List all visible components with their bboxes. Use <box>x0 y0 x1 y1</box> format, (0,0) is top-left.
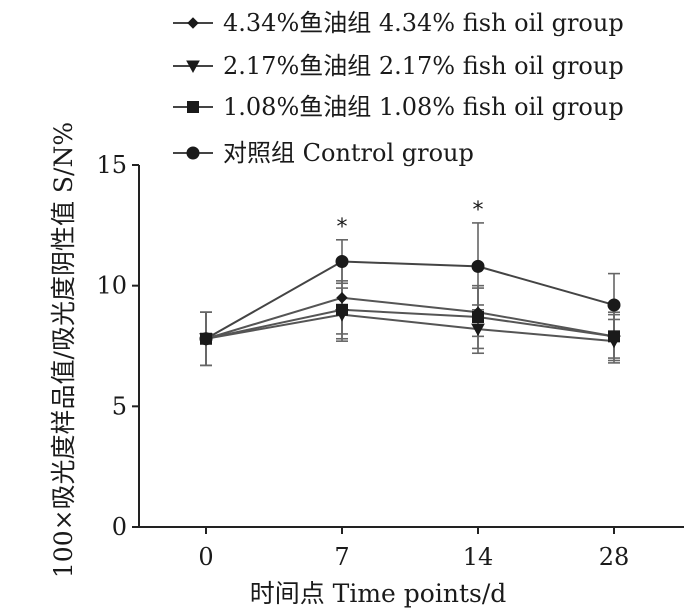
legend-entry: 2.17%鱼油组 2.17% fish oil group <box>173 52 624 80</box>
data-point <box>472 311 484 324</box>
y-axis-title: 100×吸光度样品值/吸光度阴性值 S/N% <box>49 122 78 578</box>
axes <box>138 165 684 528</box>
legend-marker <box>186 60 200 74</box>
data-point <box>336 292 348 304</box>
series-line <box>205 296 615 340</box>
x-axis-title: 时间点 Time points/d <box>250 579 507 608</box>
series-line <box>205 308 615 340</box>
x-tick-label: 7 <box>334 543 349 571</box>
x-tick-label: 14 <box>463 543 494 571</box>
legend-marker <box>186 146 200 160</box>
legend-entry: 4.34%鱼油组 4.34% fish oil group <box>173 9 624 37</box>
data-point <box>471 323 485 337</box>
tick-layer: 0 5 10 15 0 7 14 28 <box>96 151 629 571</box>
data-points-layer <box>199 255 621 349</box>
data-point <box>336 303 348 316</box>
data-point <box>608 330 620 343</box>
significance-marker: * <box>473 198 484 223</box>
legend-marker <box>187 101 199 113</box>
legend-entry: 1.08%鱼油组 1.08% fish oil group <box>173 93 624 121</box>
legend-label: 对照组 Control group <box>223 139 474 167</box>
data-point <box>199 332 213 346</box>
series-line <box>205 260 615 340</box>
legend: 4.34%鱼油组 4.34% fish oil group 2.17%鱼油组 2.… <box>173 9 624 167</box>
significance-layer: ** <box>337 198 484 240</box>
x-tick-label: 28 <box>599 543 630 571</box>
error-bars-layer <box>200 222 620 367</box>
data-point <box>335 255 349 269</box>
y-tick-label: 5 <box>112 392 127 420</box>
legend-label: 2.17%鱼油组 2.17% fish oil group <box>223 52 624 80</box>
y-tick-label: 15 <box>96 151 127 179</box>
series-line <box>205 313 615 343</box>
x-tick-label: 0 <box>198 543 213 571</box>
y-tick-label: 10 <box>96 272 127 300</box>
legend-entry: 对照组 Control group <box>173 139 474 167</box>
series-lines-layer <box>205 260 615 343</box>
legend-label: 1.08%鱼油组 1.08% fish oil group <box>223 93 624 121</box>
y-tick-label: 0 <box>112 513 127 541</box>
legend-marker <box>187 17 199 29</box>
significance-marker: * <box>337 215 348 240</box>
legend-label: 4.34%鱼油组 4.34% fish oil group <box>223 9 624 37</box>
data-point <box>607 298 621 312</box>
data-point <box>471 259 485 273</box>
